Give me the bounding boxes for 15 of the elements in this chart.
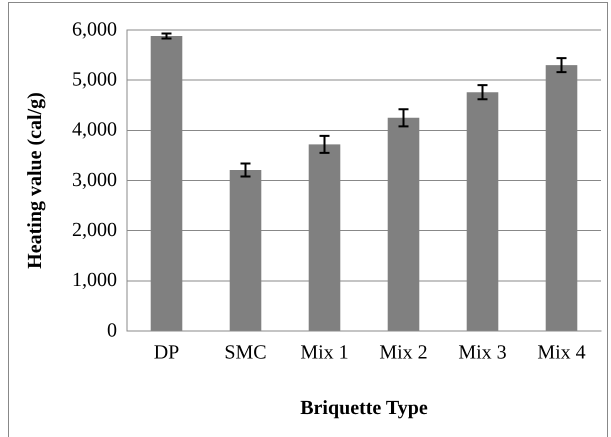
x-axis-title: Briquette Type bbox=[300, 397, 428, 420]
y-axis-title: Heating value (cal/g) bbox=[24, 92, 46, 269]
y-tick-label: 2,000 bbox=[72, 218, 117, 241]
y-tick-label: 6,000 bbox=[72, 18, 117, 40]
x-tick-label: Mix 2 bbox=[379, 341, 428, 364]
y-tick-label: 5,000 bbox=[72, 68, 117, 90]
y-tick-label: 1,000 bbox=[72, 269, 117, 292]
x-tick-label: Mix 4 bbox=[537, 341, 586, 364]
y-tick-label: 0 bbox=[107, 319, 117, 342]
x-tick-label: Mix 1 bbox=[300, 341, 349, 364]
y-tick-label: 4,000 bbox=[72, 118, 117, 141]
x-tick-label: SMC bbox=[224, 341, 267, 364]
x-tick-label: DP bbox=[154, 341, 180, 364]
y-tick-label: 3,000 bbox=[72, 168, 117, 191]
x-tick-label: Mix 3 bbox=[458, 341, 507, 364]
